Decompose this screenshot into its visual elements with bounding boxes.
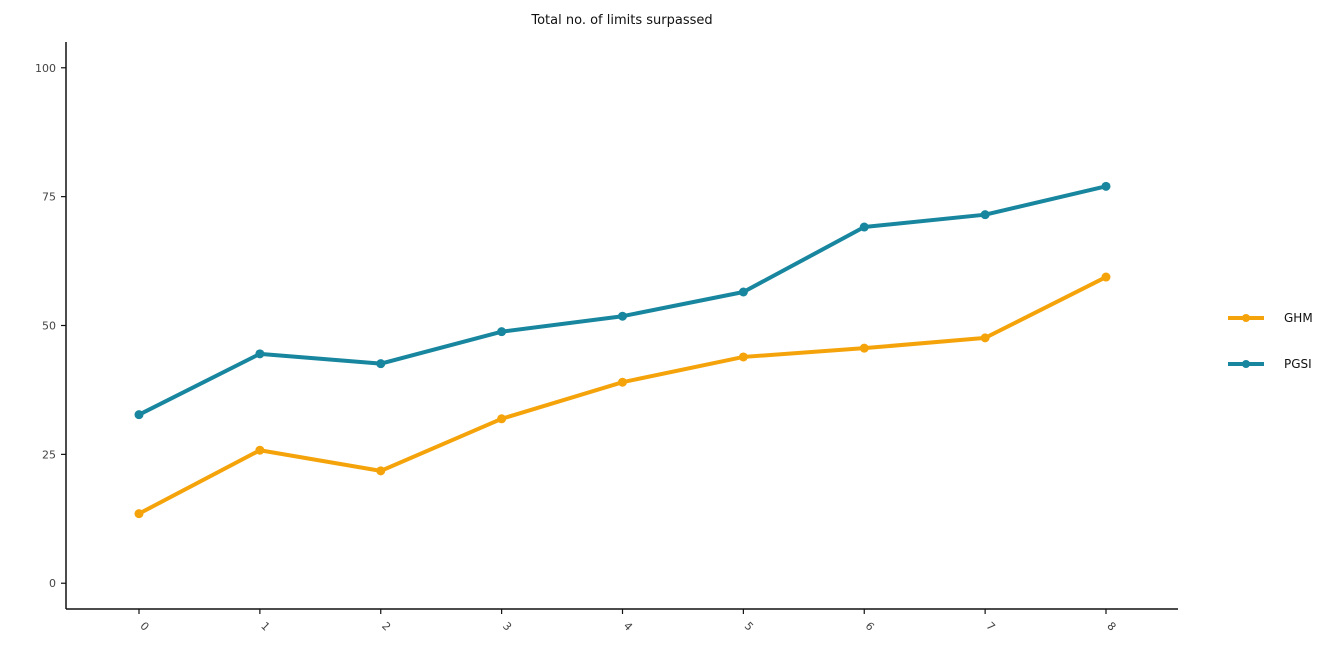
x-tick-label: 4 <box>621 619 635 633</box>
x-tick-label: 5 <box>742 619 756 633</box>
data-point-ghm <box>497 414 507 424</box>
data-point-pgsi <box>255 349 265 359</box>
y-tick-label: 0 <box>49 577 56 590</box>
x-ticks: 0 1 2 3 4 5 6 7 8 <box>137 609 1119 634</box>
data-point-ghm <box>859 343 869 353</box>
x-tick-label: 8 <box>1104 619 1118 633</box>
series-layer <box>134 181 1111 519</box>
data-point-pgsi <box>980 210 990 220</box>
y-tick-label: 25 <box>42 448 56 461</box>
data-point-pgsi <box>134 410 144 420</box>
data-point-ghm <box>618 377 627 387</box>
legend-swatch-point <box>1242 314 1250 322</box>
series-pgsi <box>134 181 1111 420</box>
legend-item-pgsi: PGSI <box>1228 357 1312 371</box>
legend-item-ghm: GHM <box>1228 311 1313 325</box>
chart-title: Total no. of limits surpassed <box>530 13 712 28</box>
y-tick-label: 50 <box>42 320 56 333</box>
data-point-ghm <box>376 466 386 476</box>
data-point-ghm <box>738 352 748 362</box>
data-point-pgsi <box>376 359 386 369</box>
legend-swatch-point <box>1242 360 1250 368</box>
data-point-ghm <box>1101 272 1111 282</box>
x-tick-label: 0 <box>137 619 151 633</box>
x-tick-label: 6 <box>863 619 877 633</box>
data-point-ghm <box>134 509 144 519</box>
data-point-pgsi <box>738 287 748 297</box>
data-point-pgsi <box>497 327 507 337</box>
series-ghm <box>134 272 1111 519</box>
data-point-pgsi <box>859 222 869 232</box>
y-tick-label: 100 <box>35 62 56 75</box>
x-tick-label: 1 <box>258 619 272 633</box>
data-point-ghm <box>255 445 265 455</box>
data-point-pgsi <box>618 311 627 321</box>
data-point-pgsi <box>1101 181 1111 191</box>
x-tick-label: 2 <box>379 619 393 633</box>
legend-label: PGSI <box>1284 357 1312 371</box>
legend-label: GHM <box>1284 311 1313 325</box>
x-tick-label: 3 <box>500 619 514 633</box>
legend: GHM PGSI <box>1228 311 1313 371</box>
data-point-ghm <box>980 333 990 343</box>
x-tick-label: 7 <box>984 619 998 633</box>
y-ticks: 0 25 50 75 100 <box>35 62 66 590</box>
y-tick-label: 75 <box>42 191 56 204</box>
